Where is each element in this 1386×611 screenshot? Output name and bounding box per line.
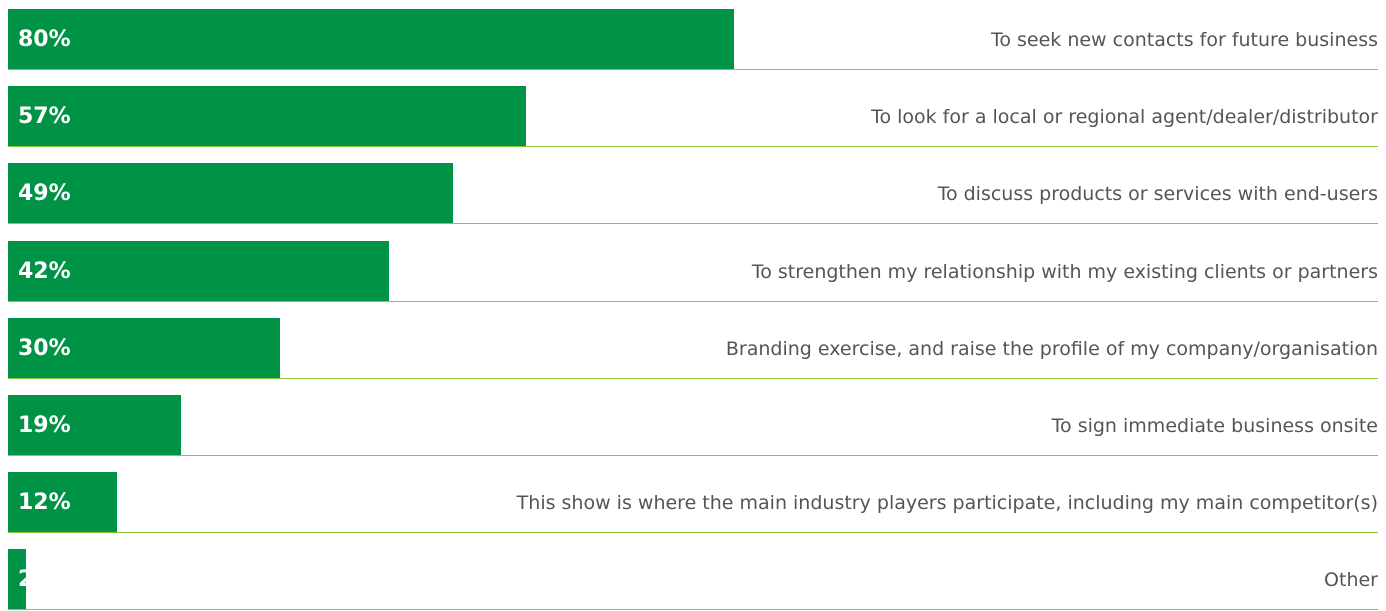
bar-value-label: 12% — [18, 490, 71, 515]
category-label: To strengthen my relationship with my ex… — [751, 261, 1378, 283]
bar-value-label: 57% — [18, 104, 71, 129]
category-label: To look for a local or regional agent/de… — [871, 106, 1378, 128]
bar-row: 30% Branding exercise, and raise the prof… — [8, 318, 1378, 380]
bar-row: 80% To seek new contacts for future busin… — [8, 9, 1378, 71]
row-divider — [8, 532, 1378, 533]
bar-value-label: 80% — [18, 27, 71, 52]
bar — [8, 549, 26, 609]
bar-row: 12% This show is where the main industry … — [8, 472, 1378, 534]
bar-row: 2% Other — [8, 549, 1378, 611]
category-label: To seek new contacts for future business — [990, 29, 1378, 51]
bar-row: 57% To look for a local or regional agent… — [8, 86, 1378, 148]
row-divider — [8, 609, 1378, 610]
bar-value-label: 2% — [18, 567, 56, 592]
row-divider — [8, 146, 1378, 147]
bar-value-label: 42% — [18, 259, 71, 284]
row-divider — [8, 455, 1378, 456]
row-divider — [8, 378, 1378, 379]
bar — [8, 318, 280, 378]
bar — [8, 472, 117, 532]
bar — [8, 86, 526, 146]
row-divider — [8, 69, 1378, 70]
bar — [8, 395, 181, 455]
bar-value-label: 19% — [18, 413, 71, 438]
bar — [8, 9, 734, 69]
bar-row: 49% To discuss products or services with … — [8, 163, 1378, 225]
bar — [8, 163, 453, 223]
row-divider — [8, 301, 1378, 302]
bar-row: 19% To sign immediate business onsite — [8, 395, 1378, 457]
category-label: To discuss products or services with end… — [937, 183, 1378, 205]
bar-value-label: 30% — [18, 336, 71, 361]
category-label: Branding exercise, and raise the profile… — [725, 338, 1378, 360]
bar — [8, 241, 389, 301]
category-label: Other — [1324, 569, 1378, 591]
bar-row: 42% To strengthen my relationship with my… — [8, 241, 1378, 303]
category-label: To sign immediate business onsite — [1051, 415, 1378, 437]
category-label: This show is where the main industry pla… — [516, 492, 1378, 514]
bar-value-label: 49% — [18, 181, 71, 206]
row-divider — [8, 223, 1378, 224]
